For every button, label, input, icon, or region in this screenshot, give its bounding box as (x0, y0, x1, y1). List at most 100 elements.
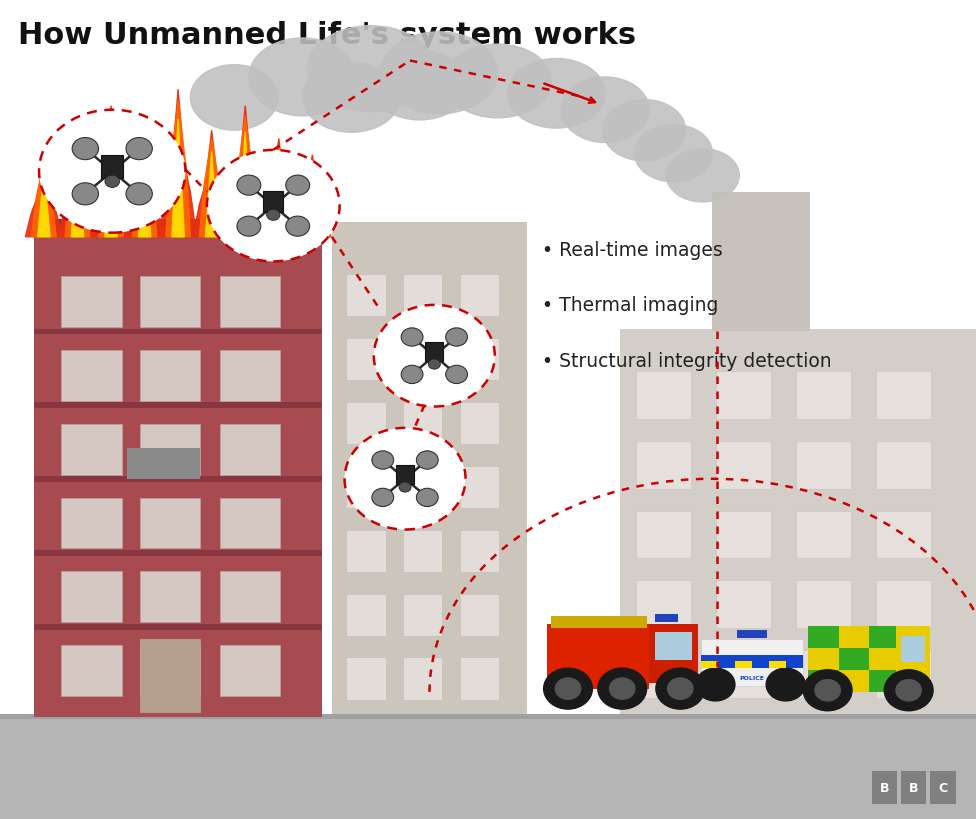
Polygon shape (99, 117, 123, 238)
FancyBboxPatch shape (808, 649, 838, 670)
FancyBboxPatch shape (403, 530, 442, 572)
FancyBboxPatch shape (102, 156, 123, 179)
Polygon shape (31, 162, 57, 238)
FancyBboxPatch shape (346, 530, 386, 572)
FancyBboxPatch shape (264, 192, 283, 213)
FancyBboxPatch shape (140, 424, 200, 475)
FancyBboxPatch shape (876, 650, 931, 698)
Circle shape (374, 305, 495, 407)
FancyBboxPatch shape (636, 650, 691, 698)
Circle shape (39, 111, 185, 233)
Circle shape (815, 680, 840, 701)
Circle shape (286, 176, 309, 196)
Polygon shape (25, 156, 62, 238)
Polygon shape (104, 133, 117, 238)
FancyBboxPatch shape (796, 372, 851, 419)
FancyBboxPatch shape (403, 594, 442, 636)
FancyBboxPatch shape (346, 466, 386, 509)
FancyBboxPatch shape (656, 632, 692, 660)
Circle shape (345, 428, 466, 530)
FancyBboxPatch shape (901, 771, 926, 804)
FancyBboxPatch shape (901, 636, 925, 663)
FancyBboxPatch shape (140, 351, 200, 401)
FancyBboxPatch shape (346, 658, 386, 700)
Polygon shape (132, 132, 157, 238)
FancyBboxPatch shape (876, 372, 931, 419)
Polygon shape (239, 133, 252, 238)
FancyBboxPatch shape (61, 645, 122, 696)
FancyBboxPatch shape (346, 402, 386, 445)
Ellipse shape (561, 78, 649, 143)
FancyBboxPatch shape (769, 662, 786, 668)
FancyBboxPatch shape (737, 631, 767, 638)
Polygon shape (65, 139, 90, 238)
FancyBboxPatch shape (34, 477, 322, 482)
FancyBboxPatch shape (636, 372, 691, 419)
FancyBboxPatch shape (346, 594, 386, 636)
Polygon shape (139, 146, 150, 238)
FancyBboxPatch shape (460, 274, 499, 317)
Circle shape (417, 489, 438, 507)
FancyBboxPatch shape (0, 714, 976, 719)
FancyBboxPatch shape (220, 645, 280, 696)
Circle shape (72, 138, 99, 161)
FancyBboxPatch shape (346, 274, 386, 317)
Circle shape (417, 451, 438, 469)
FancyBboxPatch shape (34, 550, 322, 556)
FancyBboxPatch shape (876, 581, 931, 628)
FancyBboxPatch shape (551, 617, 647, 628)
FancyBboxPatch shape (620, 329, 976, 714)
Circle shape (372, 451, 393, 469)
FancyBboxPatch shape (140, 645, 200, 696)
Polygon shape (59, 131, 96, 238)
FancyBboxPatch shape (701, 662, 718, 668)
FancyBboxPatch shape (61, 498, 122, 549)
Circle shape (446, 366, 468, 384)
FancyBboxPatch shape (716, 650, 771, 698)
FancyBboxPatch shape (140, 572, 200, 622)
Polygon shape (272, 159, 285, 238)
Ellipse shape (190, 66, 278, 131)
Polygon shape (261, 139, 298, 238)
Text: POLICE: POLICE (740, 676, 764, 681)
FancyBboxPatch shape (869, 670, 900, 692)
Text: How Unmanned Life's system works: How Unmanned Life's system works (18, 20, 635, 49)
FancyBboxPatch shape (735, 662, 752, 668)
FancyBboxPatch shape (838, 627, 869, 649)
FancyBboxPatch shape (808, 670, 838, 692)
FancyBboxPatch shape (716, 372, 771, 419)
Circle shape (428, 360, 440, 369)
FancyBboxPatch shape (796, 581, 851, 628)
Circle shape (72, 183, 99, 206)
FancyBboxPatch shape (636, 581, 691, 628)
FancyBboxPatch shape (701, 639, 803, 686)
Polygon shape (199, 139, 224, 238)
Text: • Structural integrity detection: • Structural integrity detection (542, 351, 832, 371)
Circle shape (446, 328, 468, 346)
FancyBboxPatch shape (896, 627, 930, 684)
FancyBboxPatch shape (900, 627, 930, 649)
FancyBboxPatch shape (34, 624, 322, 630)
Circle shape (372, 489, 393, 507)
FancyBboxPatch shape (61, 277, 122, 328)
Text: • Thermal imaging: • Thermal imaging (542, 296, 718, 315)
Circle shape (237, 176, 261, 196)
Ellipse shape (307, 26, 434, 112)
Ellipse shape (634, 125, 712, 183)
Circle shape (696, 668, 735, 701)
FancyBboxPatch shape (900, 649, 930, 670)
Ellipse shape (249, 38, 356, 116)
FancyBboxPatch shape (869, 627, 900, 649)
FancyBboxPatch shape (403, 402, 442, 445)
Circle shape (609, 678, 635, 699)
Polygon shape (193, 131, 230, 238)
Polygon shape (266, 147, 291, 238)
FancyBboxPatch shape (872, 771, 897, 804)
FancyBboxPatch shape (140, 639, 200, 713)
Polygon shape (166, 102, 190, 238)
Circle shape (401, 328, 423, 346)
Ellipse shape (603, 101, 686, 162)
Ellipse shape (303, 63, 400, 133)
Circle shape (555, 678, 581, 699)
Ellipse shape (508, 59, 605, 129)
